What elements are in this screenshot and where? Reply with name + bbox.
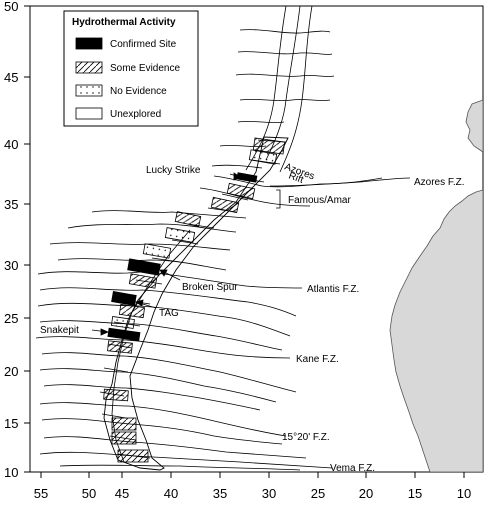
kane-fz-label: Kane F.Z. (296, 354, 339, 365)
label-pointers (91, 172, 281, 336)
fz-15-20-label: 15°20' F.Z. (282, 432, 330, 443)
x-tick-label: 40 (164, 486, 178, 501)
azores-rift-label: Rift (287, 170, 305, 186)
famous-amar-label: Famous/Amar (288, 195, 351, 206)
y-tick-label: 30 (4, 258, 18, 273)
legend-item-label: Some Evidence (110, 63, 180, 74)
azores-fz-label: Azores F.Z. (414, 177, 465, 188)
some-evidence-segments (103, 137, 286, 463)
x-tick-label: 15 (408, 486, 422, 501)
iberia-landmass (465, 99, 483, 153)
legend-swatch-unexplored (75, 107, 103, 120)
fracture-zone-lines (35, 6, 411, 471)
y-tick-label: 10 (4, 465, 18, 480)
axis-ticks (24, 5, 465, 478)
legend-swatch-confirmed (75, 37, 103, 50)
x-tick-label: 35 (213, 486, 227, 501)
legend-item-label: No Evidence (110, 86, 167, 97)
x-tick-label: 55 (34, 486, 48, 501)
x-tick-label: 20 (359, 486, 373, 501)
legend-swatch-no-evidence (75, 84, 103, 97)
tag-site (111, 290, 137, 306)
legend-item-label: Confirmed Site (110, 39, 177, 50)
y-tick-label: 15 (4, 416, 18, 431)
broken-spur-label: Broken Spur (182, 282, 238, 293)
tag-label: TAG (159, 308, 179, 319)
confirmed-sites (107, 172, 258, 342)
y-tick-label: 50 (4, 0, 18, 14)
x-tick-label: 25 (311, 486, 325, 501)
lucky-strike-site (236, 172, 258, 183)
y-tick-label: 40 (4, 137, 18, 152)
legend-item-label: Unexplored (110, 109, 161, 120)
vema-fz-label: Vema F.Z. (330, 463, 375, 474)
y-tick-label: 35 (4, 197, 18, 212)
legend: Hydrothermal Activity Confirmed Site Som… (63, 10, 199, 127)
atlantis-fz-label: Atlantis F.Z. (307, 284, 359, 295)
legend-swatch-some-evidence (75, 61, 103, 74)
x-tick-label: 45 (115, 486, 129, 501)
snakepit-label: Snakepit (40, 325, 79, 336)
broken-spur-site (127, 258, 161, 276)
legend-title: Hydrothermal Activity (72, 17, 176, 28)
x-tick-label: 50 (82, 486, 96, 501)
x-tick-label: 30 (262, 486, 276, 501)
lucky-strike-label: Lucky Strike (146, 165, 201, 176)
y-tick-label: 25 (4, 311, 18, 326)
y-tick-label: 20 (4, 364, 18, 379)
snakepit-site (107, 327, 141, 342)
y-tick-label: 45 (4, 70, 18, 85)
africa-landmass (389, 189, 483, 472)
x-tick-label: 10 (457, 486, 471, 501)
